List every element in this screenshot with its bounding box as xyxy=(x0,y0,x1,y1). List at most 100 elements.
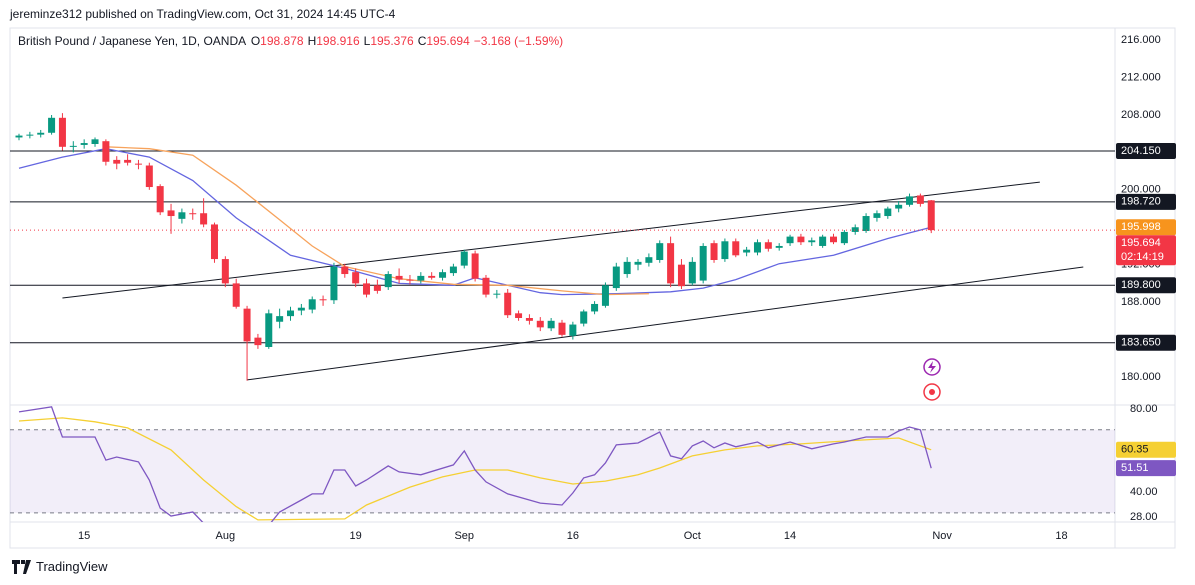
y-tick-label: 180.000 xyxy=(1121,371,1161,383)
candle-body xyxy=(525,318,533,321)
publish-note: jereminze312 published on TradingView.co… xyxy=(10,7,396,21)
candle-body xyxy=(113,159,121,164)
candle-body xyxy=(373,285,381,291)
price-tag-label: 204.150 xyxy=(1121,145,1161,157)
price-tag xyxy=(1116,441,1176,458)
price-tag-label: 60.35 xyxy=(1121,444,1149,456)
candle-body xyxy=(667,243,675,284)
brand-name: TradingView xyxy=(36,559,108,574)
candle-body xyxy=(221,259,229,284)
moving-average xyxy=(18,148,932,296)
ohlc-key: O xyxy=(250,34,261,48)
candle-body xyxy=(395,275,403,280)
rsi-band xyxy=(10,429,1115,513)
price-tag xyxy=(1116,460,1176,477)
candle-body xyxy=(927,200,935,231)
rsi-ma xyxy=(18,417,932,521)
alert-icons xyxy=(923,358,941,401)
y-tick-label: 212.000 xyxy=(1121,71,1161,83)
x-tick-label: 18 xyxy=(1055,530,1067,542)
candle-body xyxy=(515,313,523,318)
candle-body xyxy=(862,216,870,231)
x-tick-label: 19 xyxy=(350,530,362,542)
candle-body xyxy=(830,236,837,243)
candle-body xyxy=(884,208,892,217)
candle-body xyxy=(167,210,175,217)
candle-body xyxy=(80,143,88,145)
candle-body xyxy=(145,165,153,188)
candle-body xyxy=(623,261,631,275)
x-tick-label: 16 xyxy=(567,530,579,542)
y-tick-label: 208.000 xyxy=(1121,109,1161,121)
x-tick-label: 14 xyxy=(784,530,796,542)
candle-body xyxy=(601,285,609,306)
candle-body xyxy=(297,307,305,311)
legend: British Pound / Japanese Yen, 1D, OANDA … xyxy=(18,34,567,48)
brand-logo xyxy=(12,559,31,574)
lightning-glyph xyxy=(928,361,936,373)
x-tick-label: 15 xyxy=(78,530,90,542)
ohlc-value: 195.376 xyxy=(370,34,414,48)
candle-body xyxy=(656,243,664,260)
candle-body xyxy=(808,240,816,243)
price-tag-label: 189.800 xyxy=(1121,279,1161,291)
candle-body xyxy=(58,117,66,147)
candle-body xyxy=(569,324,577,336)
candle-body xyxy=(558,322,566,335)
candle-body xyxy=(677,264,685,287)
record-icon[interactable] xyxy=(923,383,941,401)
candle-body xyxy=(15,135,23,138)
candle-body xyxy=(840,231,848,244)
candle-body xyxy=(536,320,544,328)
candle-body xyxy=(48,117,56,133)
moving-average xyxy=(105,146,649,296)
candle-body xyxy=(287,310,294,317)
candle-body xyxy=(102,141,110,162)
candle-body xyxy=(895,204,903,209)
axes: 180.000188.000192.000200.000208.000212.0… xyxy=(78,34,1176,542)
candle-body xyxy=(319,299,327,301)
y-tick-label: 216.000 xyxy=(1121,34,1161,46)
ohlc-value: 198.916 xyxy=(316,34,360,48)
y-tick-label: 188.000 xyxy=(1121,296,1161,308)
candle-body xyxy=(156,186,164,213)
y-tick-label: 200.000 xyxy=(1121,184,1161,196)
footer: TradingView xyxy=(12,559,108,574)
price-tag-label: 195.694 xyxy=(1121,237,1161,249)
candle-body xyxy=(210,224,218,260)
candle-body xyxy=(753,242,761,253)
lightning-icon[interactable] xyxy=(923,358,941,376)
candle-body xyxy=(688,261,696,284)
candle-body xyxy=(743,249,751,253)
ohlc-key: C xyxy=(417,34,427,48)
price-tag-label: 183.650 xyxy=(1121,337,1161,349)
candle-body xyxy=(471,253,479,279)
candle-body xyxy=(906,196,914,205)
candle-body xyxy=(612,266,620,289)
candle-body xyxy=(439,272,447,278)
candle-body xyxy=(232,283,240,307)
candle-body xyxy=(428,275,436,278)
candle-body xyxy=(449,266,457,274)
rsi-tick-label: 40.00 xyxy=(1130,486,1158,498)
x-tick-label: Nov xyxy=(932,530,952,542)
price-tag xyxy=(1116,193,1176,210)
candle-body xyxy=(710,243,718,260)
candle-body xyxy=(37,132,45,135)
candle-body xyxy=(916,195,924,204)
candle-body xyxy=(341,266,349,275)
candle-body xyxy=(352,272,360,284)
candle-body xyxy=(797,236,805,243)
candle-body xyxy=(384,274,392,288)
price-tag-label: 02:14:19 xyxy=(1121,251,1164,263)
candle-body xyxy=(124,159,132,163)
ohlc-value: 198.878 xyxy=(260,34,304,48)
candle-body xyxy=(732,241,740,256)
candle-body xyxy=(819,236,827,246)
candle-body xyxy=(134,163,142,165)
candle-body xyxy=(26,134,34,136)
candle-body xyxy=(580,311,588,324)
ohlc-value: 195.694 xyxy=(426,34,470,48)
candle-body xyxy=(417,275,425,281)
